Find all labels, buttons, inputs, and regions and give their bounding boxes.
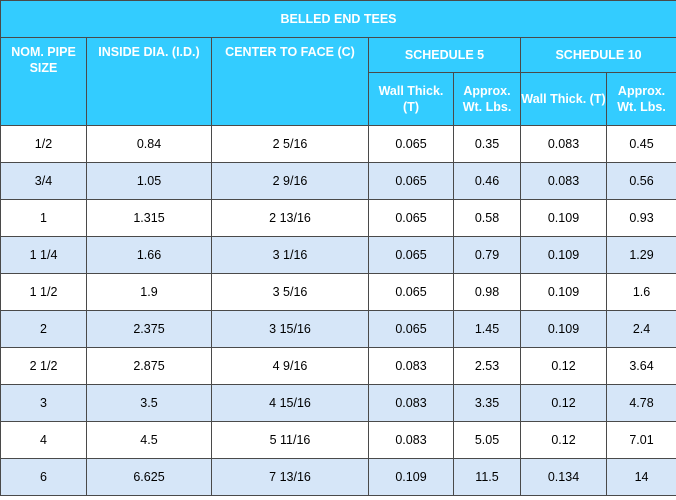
header-center-to-face: CENTER TO FACE (C)	[211, 37, 369, 126]
cell-s5-wall-thick: 0.065	[368, 273, 454, 311]
cell-s10-approx-wt: 0.45	[605, 125, 676, 163]
cell-size: 1	[0, 199, 87, 237]
cell-size: 2	[0, 310, 87, 348]
cell-s5-wall-thick: 0.065	[368, 310, 454, 348]
cell-s5-wall-thick: 0.065	[368, 125, 454, 163]
cell-inside-dia: 1.66	[86, 236, 212, 274]
cell-s10-wall-thick: 0.12	[520, 384, 607, 422]
cell-s10-wall-thick: 0.134	[520, 458, 607, 496]
cell-s5-approx-wt: 11.5	[453, 458, 521, 496]
cell-center-to-face: 2 5/16	[211, 125, 369, 163]
table-row: 2 2.375 3 15/16 0.065 1.45 0.109 2.4	[0, 310, 676, 348]
cell-s10-wall-thick: 0.109	[520, 199, 607, 237]
table-row: 2 1/2 2.875 4 9/16 0.083 2.53 0.12 3.64	[0, 347, 676, 385]
cell-inside-dia: 1.315	[86, 199, 212, 237]
table-row: 1/2 0.84 2 5/16 0.065 0.35 0.083 0.45	[0, 125, 676, 163]
cell-s5-wall-thick: 0.083	[368, 421, 454, 459]
cell-size: 1 1/2	[0, 273, 87, 311]
header-s5-approx-wt: Approx. Wt. Lbs.	[453, 72, 521, 126]
cell-s5-wall-thick: 0.083	[368, 347, 454, 385]
table-body: 1/2 0.84 2 5/16 0.065 0.35 0.083 0.45 3/…	[0, 125, 676, 496]
cell-s10-approx-wt: 1.6	[605, 273, 676, 311]
cell-s10-wall-thick: 0.109	[520, 236, 607, 274]
cell-s5-wall-thick: 0.065	[368, 199, 454, 237]
cell-inside-dia: 1.9	[86, 273, 212, 311]
header-nom-pipe-size: NOM. PIPE SIZE	[0, 37, 87, 126]
header-s10-wall-thick: Wall Thick. (T)	[520, 72, 607, 126]
cell-s10-approx-wt: 0.93	[605, 199, 676, 237]
cell-s5-wall-thick: 0.065	[368, 236, 454, 274]
cell-center-to-face: 2 13/16	[211, 199, 369, 237]
cell-s5-approx-wt: 0.98	[453, 273, 521, 311]
cell-inside-dia: 6.625	[86, 458, 212, 496]
table-title: BELLED END TEES	[0, 0, 676, 38]
header-schedule-10: SCHEDULE 10	[519, 37, 676, 73]
cell-size: 4	[0, 421, 87, 459]
cell-s5-approx-wt: 2.53	[453, 347, 521, 385]
cell-s10-approx-wt: 7.01	[605, 421, 676, 459]
table-row: 4 4.5 5 11/16 0.083 5.05 0.12 7.01	[0, 421, 676, 459]
cell-size: 3	[0, 384, 87, 422]
table-row: 1 1/4 1.66 3 1/16 0.065 0.79 0.109 1.29	[0, 236, 676, 274]
table-row: 1 1.315 2 13/16 0.065 0.58 0.109 0.93	[0, 199, 676, 237]
cell-inside-dia: 4.5	[86, 421, 212, 459]
cell-inside-dia: 0.84	[86, 125, 212, 163]
header-s10-approx-wt: Approx. Wt. Lbs.	[605, 72, 676, 126]
cell-s5-approx-wt: 0.35	[453, 125, 521, 163]
header-schedule-5: SCHEDULE 5	[368, 37, 521, 73]
cell-s10-approx-wt: 4.78	[605, 384, 676, 422]
table-row: 1 1/2 1.9 3 5/16 0.065 0.98 0.109 1.6	[0, 273, 676, 311]
cell-center-to-face: 5 11/16	[211, 421, 369, 459]
cell-size: 1 1/4	[0, 236, 87, 274]
table-header: BELLED END TEES NOM. PIPE SIZE INSIDE DI…	[0, 0, 676, 126]
cell-s10-approx-wt: 3.64	[605, 347, 676, 385]
cell-size: 3/4	[0, 162, 87, 200]
cell-center-to-face: 4 15/16	[211, 384, 369, 422]
table-row: 3 3.5 4 15/16 0.083 3.35 0.12 4.78	[0, 384, 676, 422]
cell-center-to-face: 3 5/16	[211, 273, 369, 311]
cell-s10-approx-wt: 1.29	[605, 236, 676, 274]
cell-center-to-face: 3 1/16	[211, 236, 369, 274]
cell-s10-wall-thick: 0.109	[520, 310, 607, 348]
cell-s10-approx-wt: 0.56	[605, 162, 676, 200]
cell-s10-wall-thick: 0.12	[520, 347, 607, 385]
cell-center-to-face: 4 9/16	[211, 347, 369, 385]
cell-center-to-face: 7 13/16	[211, 458, 369, 496]
cell-s5-approx-wt: 5.05	[453, 421, 521, 459]
header-s5-wall-thick: Wall Thick. (T)	[368, 72, 454, 126]
cell-inside-dia: 3.5	[86, 384, 212, 422]
cell-s5-wall-thick: 0.109	[368, 458, 454, 496]
cell-s10-approx-wt: 14	[605, 458, 676, 496]
cell-s10-wall-thick: 0.109	[520, 273, 607, 311]
cell-inside-dia: 2.375	[86, 310, 212, 348]
cell-center-to-face: 3 15/16	[211, 310, 369, 348]
cell-s10-wall-thick: 0.083	[520, 125, 607, 163]
cell-s5-wall-thick: 0.083	[368, 384, 454, 422]
cell-s5-approx-wt: 0.46	[453, 162, 521, 200]
cell-s5-approx-wt: 0.79	[453, 236, 521, 274]
cell-s10-wall-thick: 0.083	[520, 162, 607, 200]
header-inside-dia: INSIDE DIA. (I.D.)	[86, 37, 212, 126]
cell-s5-approx-wt: 0.58	[453, 199, 521, 237]
cell-s5-approx-wt: 3.35	[453, 384, 521, 422]
cell-s5-wall-thick: 0.065	[368, 162, 454, 200]
table-row: 3/4 1.05 2 9/16 0.065 0.46 0.083 0.56	[0, 162, 676, 200]
cell-s10-wall-thick: 0.12	[520, 421, 607, 459]
cell-size: 2 1/2	[0, 347, 87, 385]
cell-inside-dia: 2.875	[86, 347, 212, 385]
cell-inside-dia: 1.05	[86, 162, 212, 200]
table-row: 6 6.625 7 13/16 0.109 11.5 0.134 14	[0, 458, 676, 496]
cell-size: 6	[0, 458, 87, 496]
cell-center-to-face: 2 9/16	[211, 162, 369, 200]
cell-s5-approx-wt: 1.45	[453, 310, 521, 348]
cell-size: 1/2	[0, 125, 87, 163]
cell-s10-approx-wt: 2.4	[605, 310, 676, 348]
